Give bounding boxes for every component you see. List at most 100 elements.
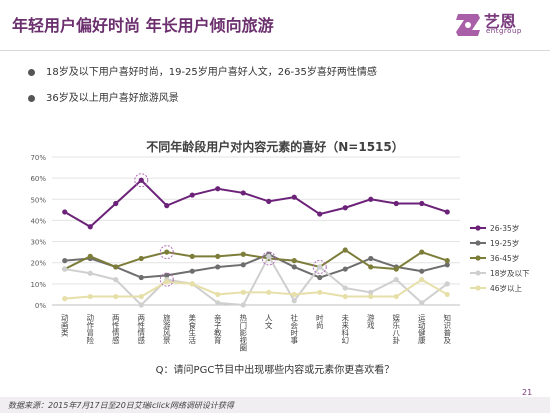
legend-label: 36-45岁 xyxy=(490,253,519,263)
x-tick-label: 美食生活 xyxy=(188,313,197,346)
x-tick-label: 未来科幻 xyxy=(341,313,350,346)
data-point xyxy=(317,264,323,270)
x-tick-label: 两性情感 xyxy=(111,314,120,345)
highlight-marker xyxy=(312,259,327,274)
data-point xyxy=(138,302,144,308)
x-tick-label: 动作冒险 xyxy=(86,313,95,346)
x-tick-label: 亲子教育 xyxy=(213,313,222,346)
x-tick-label: 运动健康 xyxy=(417,314,426,345)
legend-label: 19-25岁 xyxy=(490,238,519,248)
series-line xyxy=(64,178,448,229)
data-point xyxy=(342,293,348,300)
y-tick-label: 30% xyxy=(30,239,46,247)
data-point xyxy=(113,264,119,270)
data-point xyxy=(215,300,221,306)
logo-english: entgroup xyxy=(486,27,522,35)
logo-name: 艺恩 xyxy=(484,12,517,31)
x-tick-label: 热门影视圈 xyxy=(239,313,248,353)
x-tick-label: 两性情感 xyxy=(137,314,146,345)
finding-1: 18岁及以下用户喜好时尚，19-25岁用户喜好人文，26-35岁喜好两性情感 xyxy=(28,66,377,92)
legend-swatch-point xyxy=(475,240,481,246)
data-point xyxy=(317,274,323,281)
data-point xyxy=(62,266,68,272)
legend-swatch-point xyxy=(475,270,481,276)
data-point xyxy=(419,249,425,255)
data-point xyxy=(240,190,246,196)
header-divider xyxy=(0,50,550,51)
x-tick-label: 游戏 xyxy=(366,313,375,331)
series-line xyxy=(64,254,448,307)
data-point xyxy=(342,205,348,211)
data-point xyxy=(240,302,246,308)
data-point xyxy=(164,279,170,285)
data-point xyxy=(87,270,93,276)
data-point xyxy=(291,264,297,270)
footer-bar xyxy=(0,397,550,413)
data-point xyxy=(215,291,221,298)
data-point xyxy=(368,255,374,262)
data-point xyxy=(164,249,170,255)
series-line xyxy=(64,253,448,279)
data-point xyxy=(138,274,144,281)
data-point xyxy=(444,262,450,268)
data-point xyxy=(444,291,450,298)
data-point xyxy=(291,258,297,264)
data-point xyxy=(189,253,195,259)
data-point xyxy=(87,293,93,300)
data-point xyxy=(113,200,119,207)
data-point xyxy=(317,289,323,295)
x-tick-label: 动画类 xyxy=(60,313,69,338)
data-point xyxy=(368,196,374,202)
data-point xyxy=(419,300,425,306)
legend-swatch-point xyxy=(475,225,481,231)
y-tick-label: 40% xyxy=(30,217,46,225)
data-point xyxy=(113,293,119,300)
highlight-marker xyxy=(159,245,174,260)
data-point xyxy=(215,186,221,192)
survey-question: Q：请问PGC节目中出现哪些内容或元素你更喜欢看？ xyxy=(155,365,395,376)
data-point xyxy=(87,224,93,230)
data-point xyxy=(419,200,425,207)
chart-title: 不同年龄段用户对内容元素的喜好（N=1515） xyxy=(146,140,404,154)
data-point xyxy=(240,289,246,295)
legend-label: 26-35岁 xyxy=(490,223,519,233)
data-point xyxy=(189,281,195,287)
y-tick-label: 50% xyxy=(30,196,46,204)
data-point xyxy=(444,281,450,287)
data-point xyxy=(240,251,246,257)
data-point xyxy=(393,277,399,283)
highlight-marker xyxy=(159,272,174,287)
data-point xyxy=(291,291,297,298)
data-point xyxy=(368,289,374,295)
data-point xyxy=(138,293,144,300)
y-tick-label: 70% xyxy=(30,154,46,162)
data-point xyxy=(444,258,450,264)
data-point xyxy=(291,298,297,304)
data-point xyxy=(393,266,399,272)
entgroup-logo-icon xyxy=(456,14,480,36)
data-point xyxy=(419,268,425,274)
data-point xyxy=(317,211,323,217)
data-point xyxy=(342,247,348,253)
page-number: 21 xyxy=(522,388,533,397)
y-tick-label: 60% xyxy=(30,175,46,183)
x-tick-label: 时尚 xyxy=(315,313,324,331)
data-source: 数据来源：2015年7月17日至20日艾瑞iclick网络调研设计获得 xyxy=(8,401,234,410)
data-point xyxy=(291,194,297,200)
series-line xyxy=(64,278,448,300)
data-point xyxy=(393,200,399,207)
data-point xyxy=(62,209,68,215)
x-tick-label: 娱乐八卦 xyxy=(392,314,401,346)
x-tick-label: 知识普及 xyxy=(443,313,452,346)
data-point xyxy=(266,198,272,204)
finding-2: 36岁及以上用户喜好旅游风景 xyxy=(28,92,377,118)
data-point xyxy=(189,268,195,274)
data-point xyxy=(444,209,450,215)
data-point xyxy=(113,277,119,283)
data-point xyxy=(266,289,272,295)
data-point xyxy=(87,253,93,259)
data-point xyxy=(189,192,195,198)
y-tick-label: 20% xyxy=(30,260,46,268)
legend-label: 18岁及以下 xyxy=(490,268,530,278)
